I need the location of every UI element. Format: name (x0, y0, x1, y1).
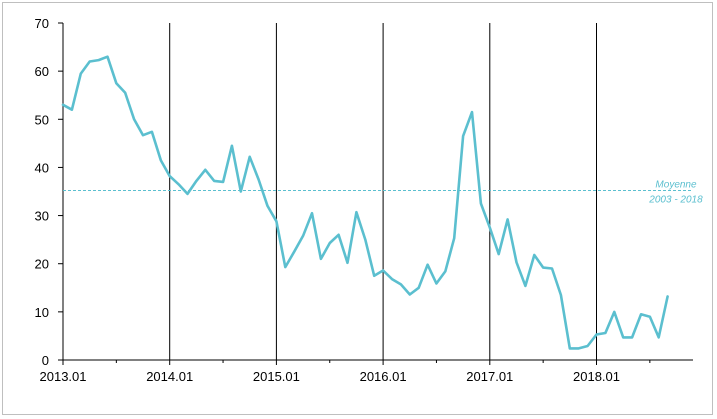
y-tick-label: 40 (35, 160, 49, 175)
axes (62, 23, 693, 361)
y-tick-label: 60 (35, 64, 49, 79)
y-tick-label: 20 (35, 257, 49, 272)
x-tick-label: 2017.01 (466, 369, 513, 384)
y-tick-label: 70 (35, 16, 49, 31)
year-gridlines (169, 23, 597, 360)
series-group (61, 55, 669, 350)
x-tick-label: 2018.01 (573, 369, 620, 384)
x-tick-label: 2016.01 (360, 369, 407, 384)
average-label-line2: 2003 - 2018 (648, 195, 703, 206)
x-tick-label: 2013.01 (40, 369, 87, 384)
y-tick-label: 10 (35, 305, 49, 320)
x-axis-ticks: 2013.01 2014.01 2015.01 2016.01 2017.01 2018.… (40, 360, 651, 384)
chart-frame (2, 2, 713, 415)
x-tick-label: 2015.01 (253, 369, 300, 384)
y-axis-ticks: 0 10 20 30 40 50 60 70 (35, 16, 63, 368)
x-tick-label: 2014.01 (146, 369, 193, 384)
series-line-0 (61, 55, 669, 350)
y-tick-label: 30 (35, 209, 49, 224)
average-label-line1: Moyenne (655, 180, 697, 191)
y-tick-label: 50 (35, 112, 49, 127)
y-tick-label: 0 (42, 353, 49, 368)
